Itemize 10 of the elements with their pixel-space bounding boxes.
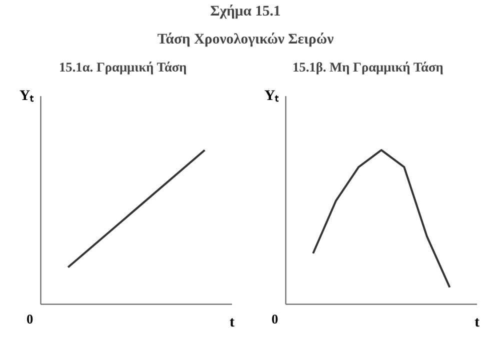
chart-title: 15.1β. Μη Γραμμική Τάση [292,60,444,74]
y-axis-title: Yₜ [264,88,280,104]
chart-title: 15.1α. Γραμμική Τάση [59,60,187,74]
x-axis-title: t [230,314,235,331]
text: 0 [271,312,278,327]
text: Σχήμα 15.1 [210,4,281,20]
text: Τάση Χρονολογικών Σειρών [157,32,334,48]
y-axis-title: Yₜ [20,88,34,104]
text: 0 [26,312,34,327]
x-axis-title: t [474,314,480,331]
